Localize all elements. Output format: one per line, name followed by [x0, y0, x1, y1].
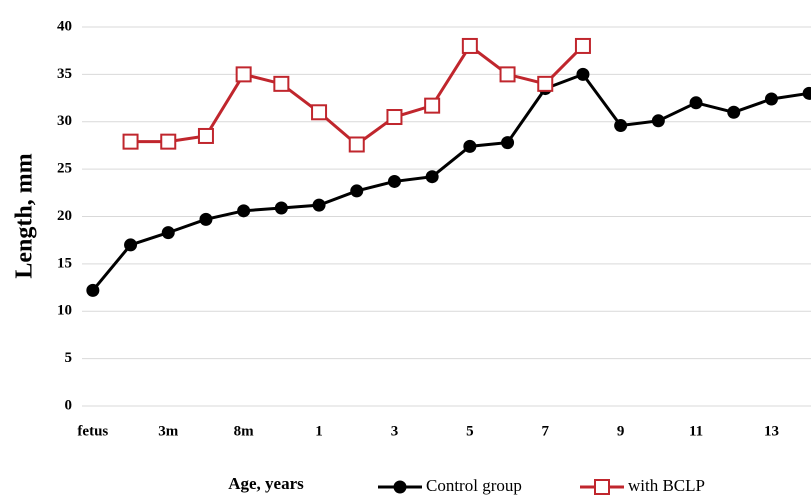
point	[727, 105, 741, 119]
y-tick-label: 0	[65, 397, 73, 413]
point	[237, 204, 251, 218]
point	[350, 184, 364, 198]
legend-marker	[594, 479, 610, 495]
point	[651, 114, 665, 128]
series-line	[91, 72, 810, 292]
point	[689, 96, 703, 110]
point	[160, 133, 177, 150]
x-tick-label: 5	[466, 423, 474, 439]
point	[348, 136, 365, 153]
point	[386, 109, 403, 126]
point	[161, 226, 175, 240]
point	[537, 75, 554, 92]
x-tick-label: 8m	[234, 423, 255, 439]
y-tick-label: 5	[65, 350, 73, 366]
point	[197, 127, 214, 144]
point	[501, 136, 515, 150]
y-tick-label: 10	[57, 303, 72, 319]
point	[311, 104, 328, 121]
legend-marker	[393, 480, 407, 494]
legend-label: Control group	[426, 476, 522, 495]
point	[574, 37, 591, 54]
point	[499, 66, 516, 83]
x-tick-label: 1	[315, 423, 323, 439]
legend-label: with BCLP	[628, 476, 705, 495]
point	[461, 37, 478, 54]
y-axis-label: Length, mm	[12, 153, 38, 278]
point	[576, 67, 590, 81]
point	[273, 75, 290, 92]
point	[463, 139, 477, 153]
y-tick-label: 15	[57, 255, 72, 271]
point	[424, 97, 441, 114]
y-tick-label: 40	[57, 18, 72, 34]
point	[425, 170, 439, 184]
x-tick-label: 9	[617, 423, 625, 439]
point	[235, 66, 252, 83]
x-tick-label: 3m	[158, 423, 179, 439]
x-tick-label: fetus	[77, 423, 108, 439]
point	[387, 174, 401, 188]
point	[274, 201, 288, 215]
y-tick-label: 20	[57, 208, 72, 224]
y-tick-label: 35	[57, 66, 72, 82]
x-axis-label: Age, years	[228, 474, 304, 493]
y-tick-label: 30	[57, 113, 72, 129]
point	[199, 212, 213, 226]
x-tick-label: 13	[764, 423, 779, 439]
x-tick-label: 11	[689, 423, 703, 439]
point	[802, 86, 811, 100]
x-tick-label: 7	[542, 423, 550, 439]
point	[122, 133, 139, 150]
point	[764, 92, 778, 106]
point	[614, 119, 628, 133]
point	[124, 238, 138, 252]
point	[86, 283, 100, 297]
point	[312, 198, 326, 212]
y-tick-label: 25	[57, 161, 72, 177]
x-tick-label: 3	[391, 423, 399, 439]
